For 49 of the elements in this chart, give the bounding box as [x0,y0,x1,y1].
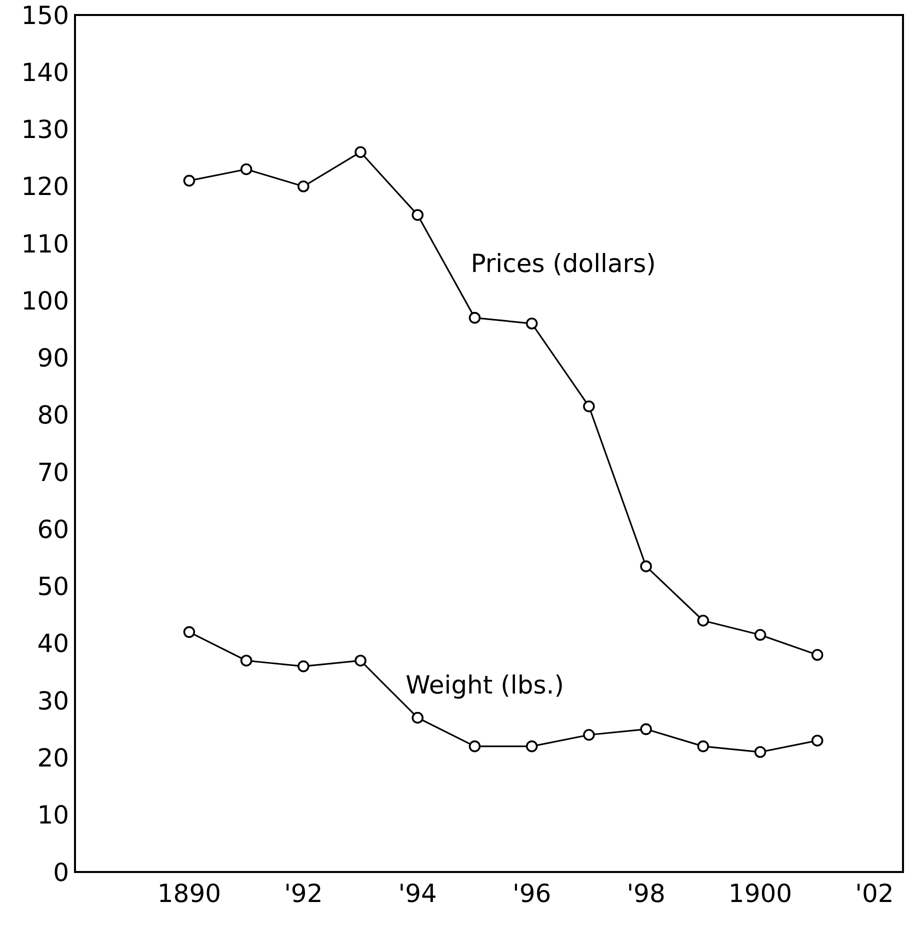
y-tick-label: 60 [37,514,69,544]
y-tick-label: 90 [37,344,69,373]
series-label: Weight (lbs.) [406,670,564,700]
x-tick-label: '02 [855,879,894,908]
point [354,654,366,667]
point [240,163,252,176]
point [754,746,766,758]
point [298,180,310,192]
point [697,614,710,627]
x-tick-label: 1900 [728,879,792,908]
point [183,626,196,638]
y-tick-label: 120 [21,172,69,202]
point [183,174,196,187]
y-tick-label: 40 [37,629,69,658]
point [583,728,595,741]
point [640,723,652,736]
point [811,734,824,746]
y-tick-label: 130 [21,115,69,144]
y-tick-label: 30 [37,686,69,716]
y-tick-label: 150 [21,0,69,30]
point [526,318,538,330]
point [640,560,652,572]
y-tick-label: 70 [37,458,69,487]
point [697,740,710,752]
y-tick-label: 50 [37,572,69,602]
y-tick-label: 100 [21,286,69,316]
point [468,740,481,752]
y-tick-label: 20 [37,743,69,772]
x-tick-label: '98 [626,879,666,908]
point [298,660,310,672]
y-tick-label: 140 [21,58,69,87]
point [468,312,481,324]
y-tick-label: 80 [37,400,69,430]
x-tick-label: '94 [398,879,437,908]
y-tick-label: 110 [21,229,69,258]
x-tick-label: '92 [284,879,323,908]
point [811,648,824,661]
series-label: Prices (dollars) [470,248,656,278]
point [412,712,424,724]
x-tick-label: 1890 [157,879,222,908]
point [583,400,595,412]
point [412,209,424,221]
point [526,740,538,752]
x-tick-label: '96 [512,879,552,908]
y-tick-label: 0 [53,858,69,887]
point [754,628,766,641]
point [354,146,366,158]
y-tick-label: 10 [37,800,69,830]
point [240,654,252,667]
